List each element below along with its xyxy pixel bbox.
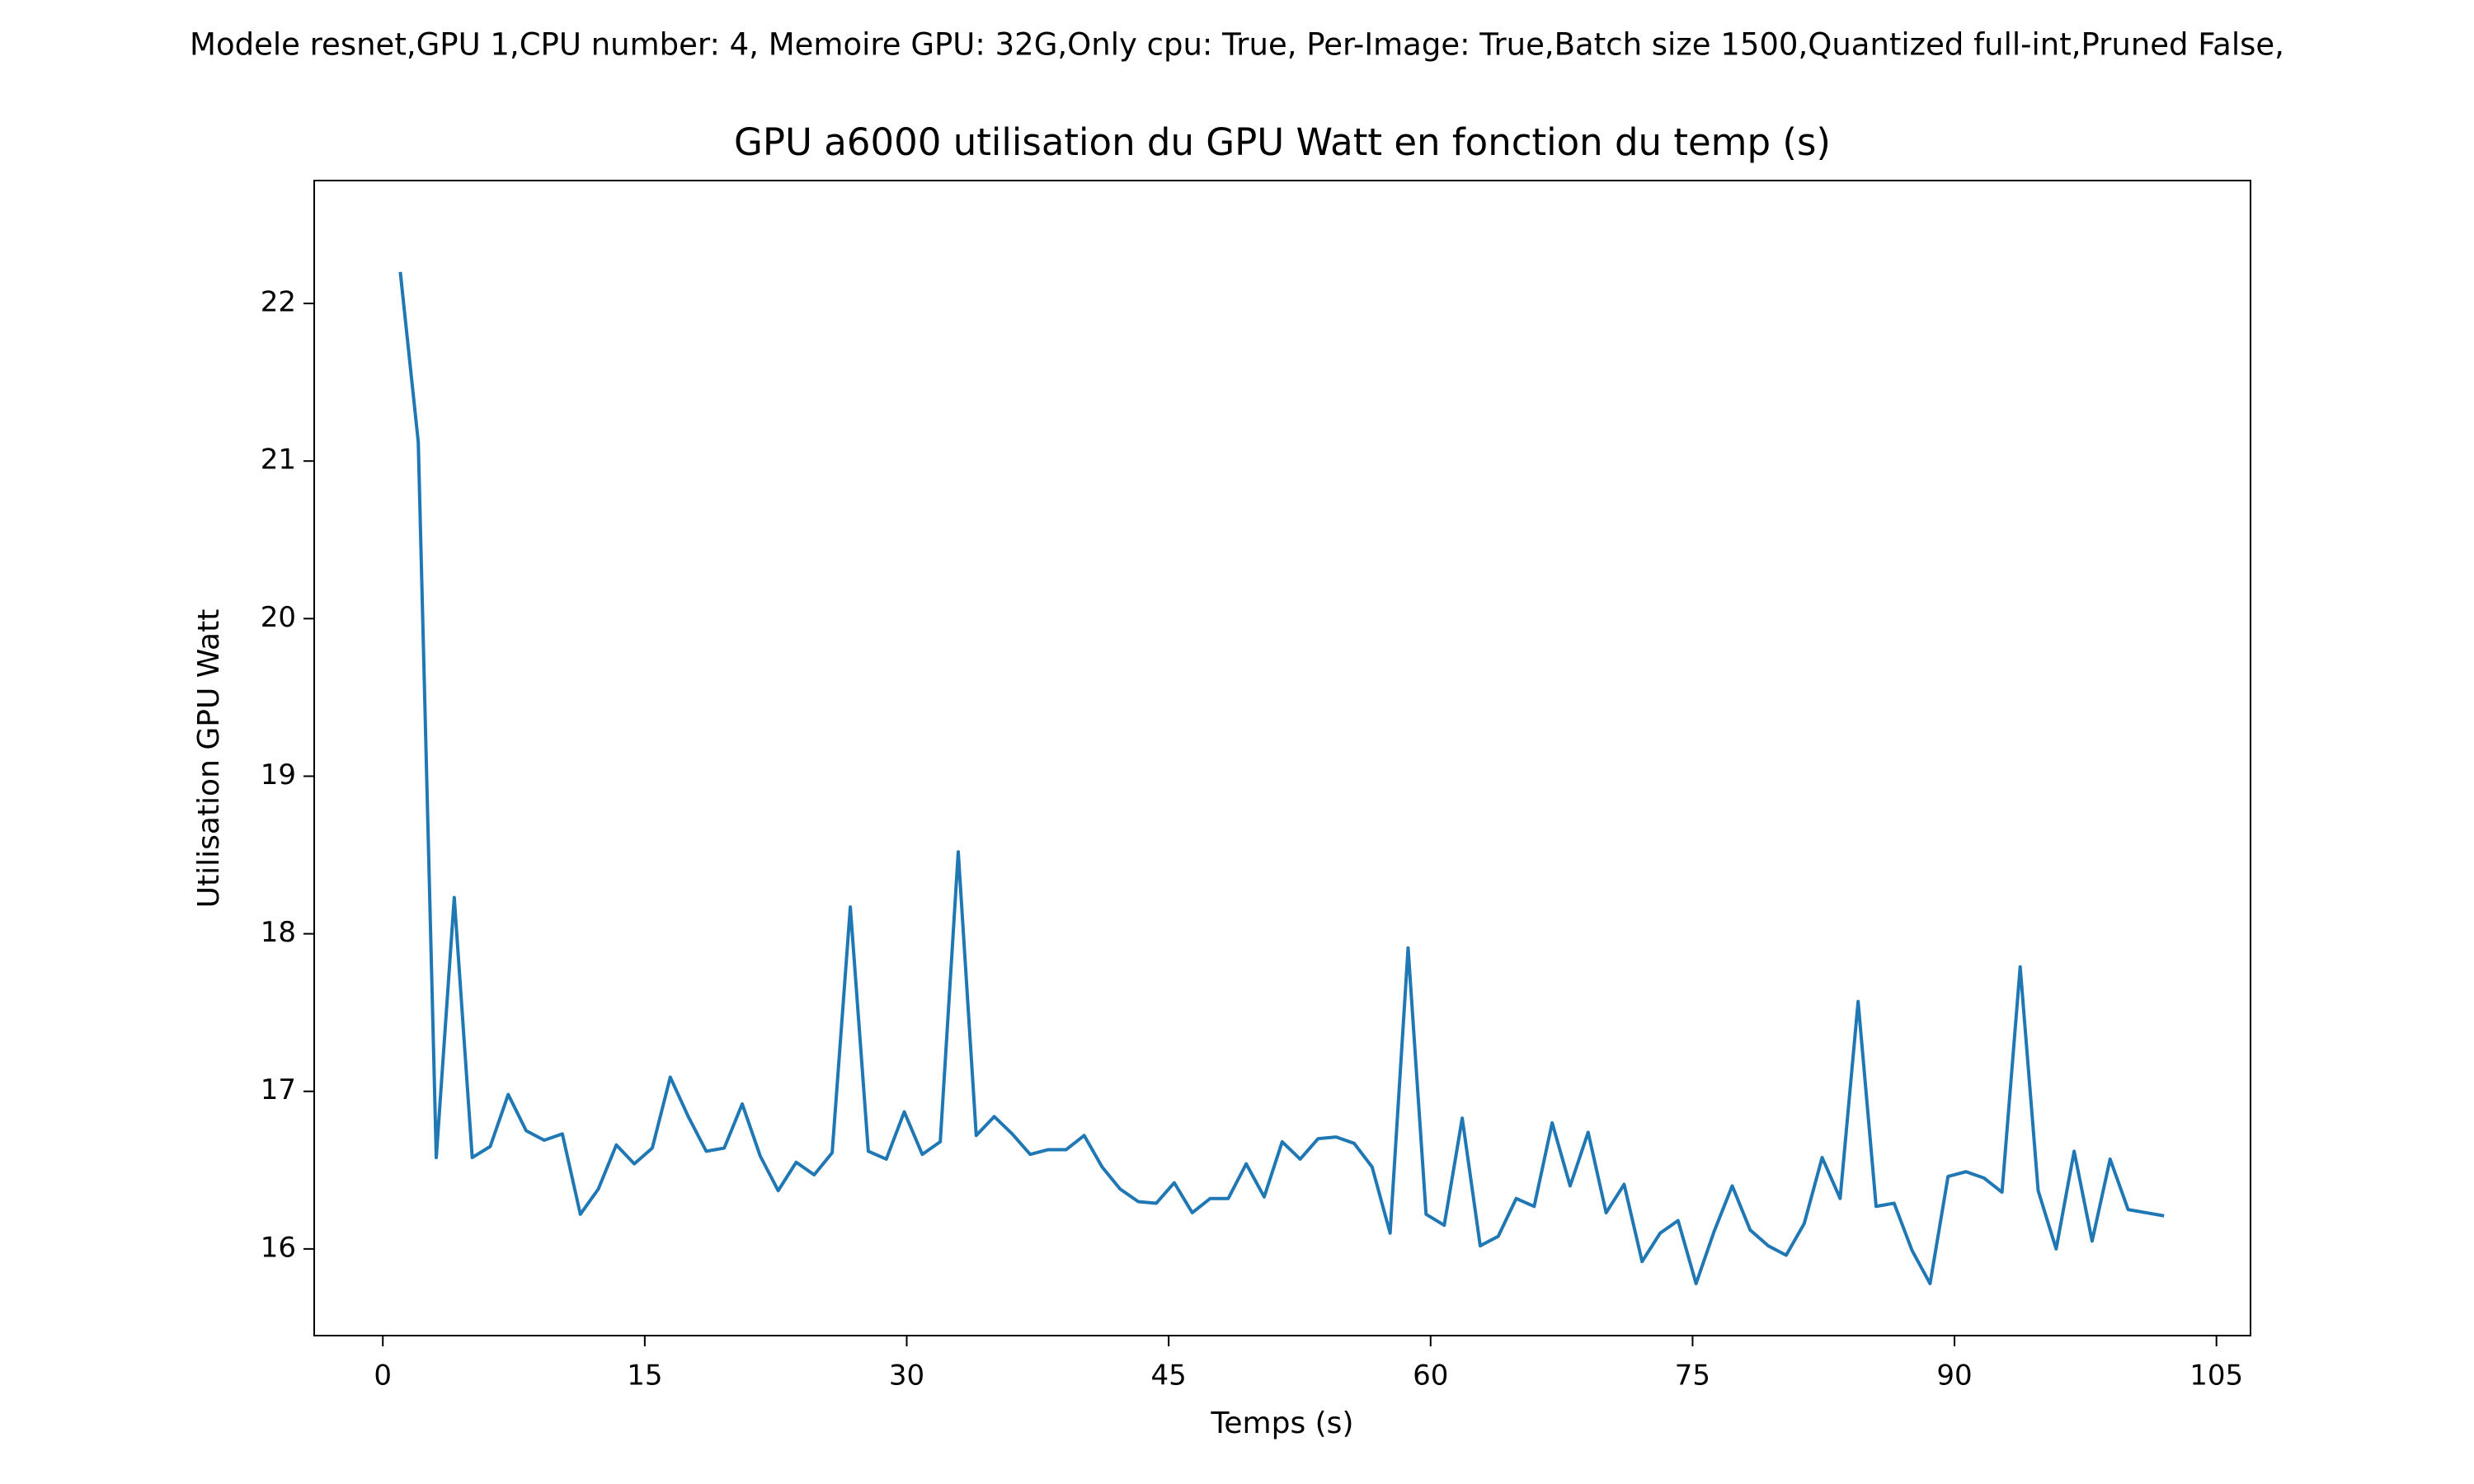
x-tick-label: 75 [1675, 1360, 1710, 1392]
x-tick-label: 0 [374, 1360, 392, 1392]
y-tick-label: 22 [261, 286, 296, 319]
x-tick-label: 90 [1936, 1360, 1972, 1392]
y-tick-label: 21 [261, 444, 296, 477]
x-axis-label: Temps (s) [1211, 1407, 1354, 1440]
x-tick-label: 60 [1413, 1360, 1448, 1392]
y-tick-label: 18 [261, 916, 296, 949]
suptitle: Modele resnet,GPU 1,CPU number: 4, Memoi… [190, 27, 2284, 63]
y-tick-label: 19 [261, 758, 296, 791]
y-tick-label: 17 [261, 1073, 296, 1106]
chart-title: GPU a6000 utilisation du GPU Watt en fon… [734, 120, 1831, 164]
data-line [398, 271, 2165, 1285]
y-axis-label: Utilisation GPU Watt [192, 609, 226, 909]
y-tick-label: 20 [261, 601, 296, 634]
x-tick-label: 30 [889, 1360, 924, 1392]
plot-frame [313, 180, 2251, 1336]
x-tick-label: 105 [2189, 1360, 2243, 1392]
y-tick-label: 16 [261, 1231, 296, 1264]
x-tick-label: 45 [1151, 1360, 1187, 1392]
x-tick-label: 15 [627, 1360, 662, 1392]
